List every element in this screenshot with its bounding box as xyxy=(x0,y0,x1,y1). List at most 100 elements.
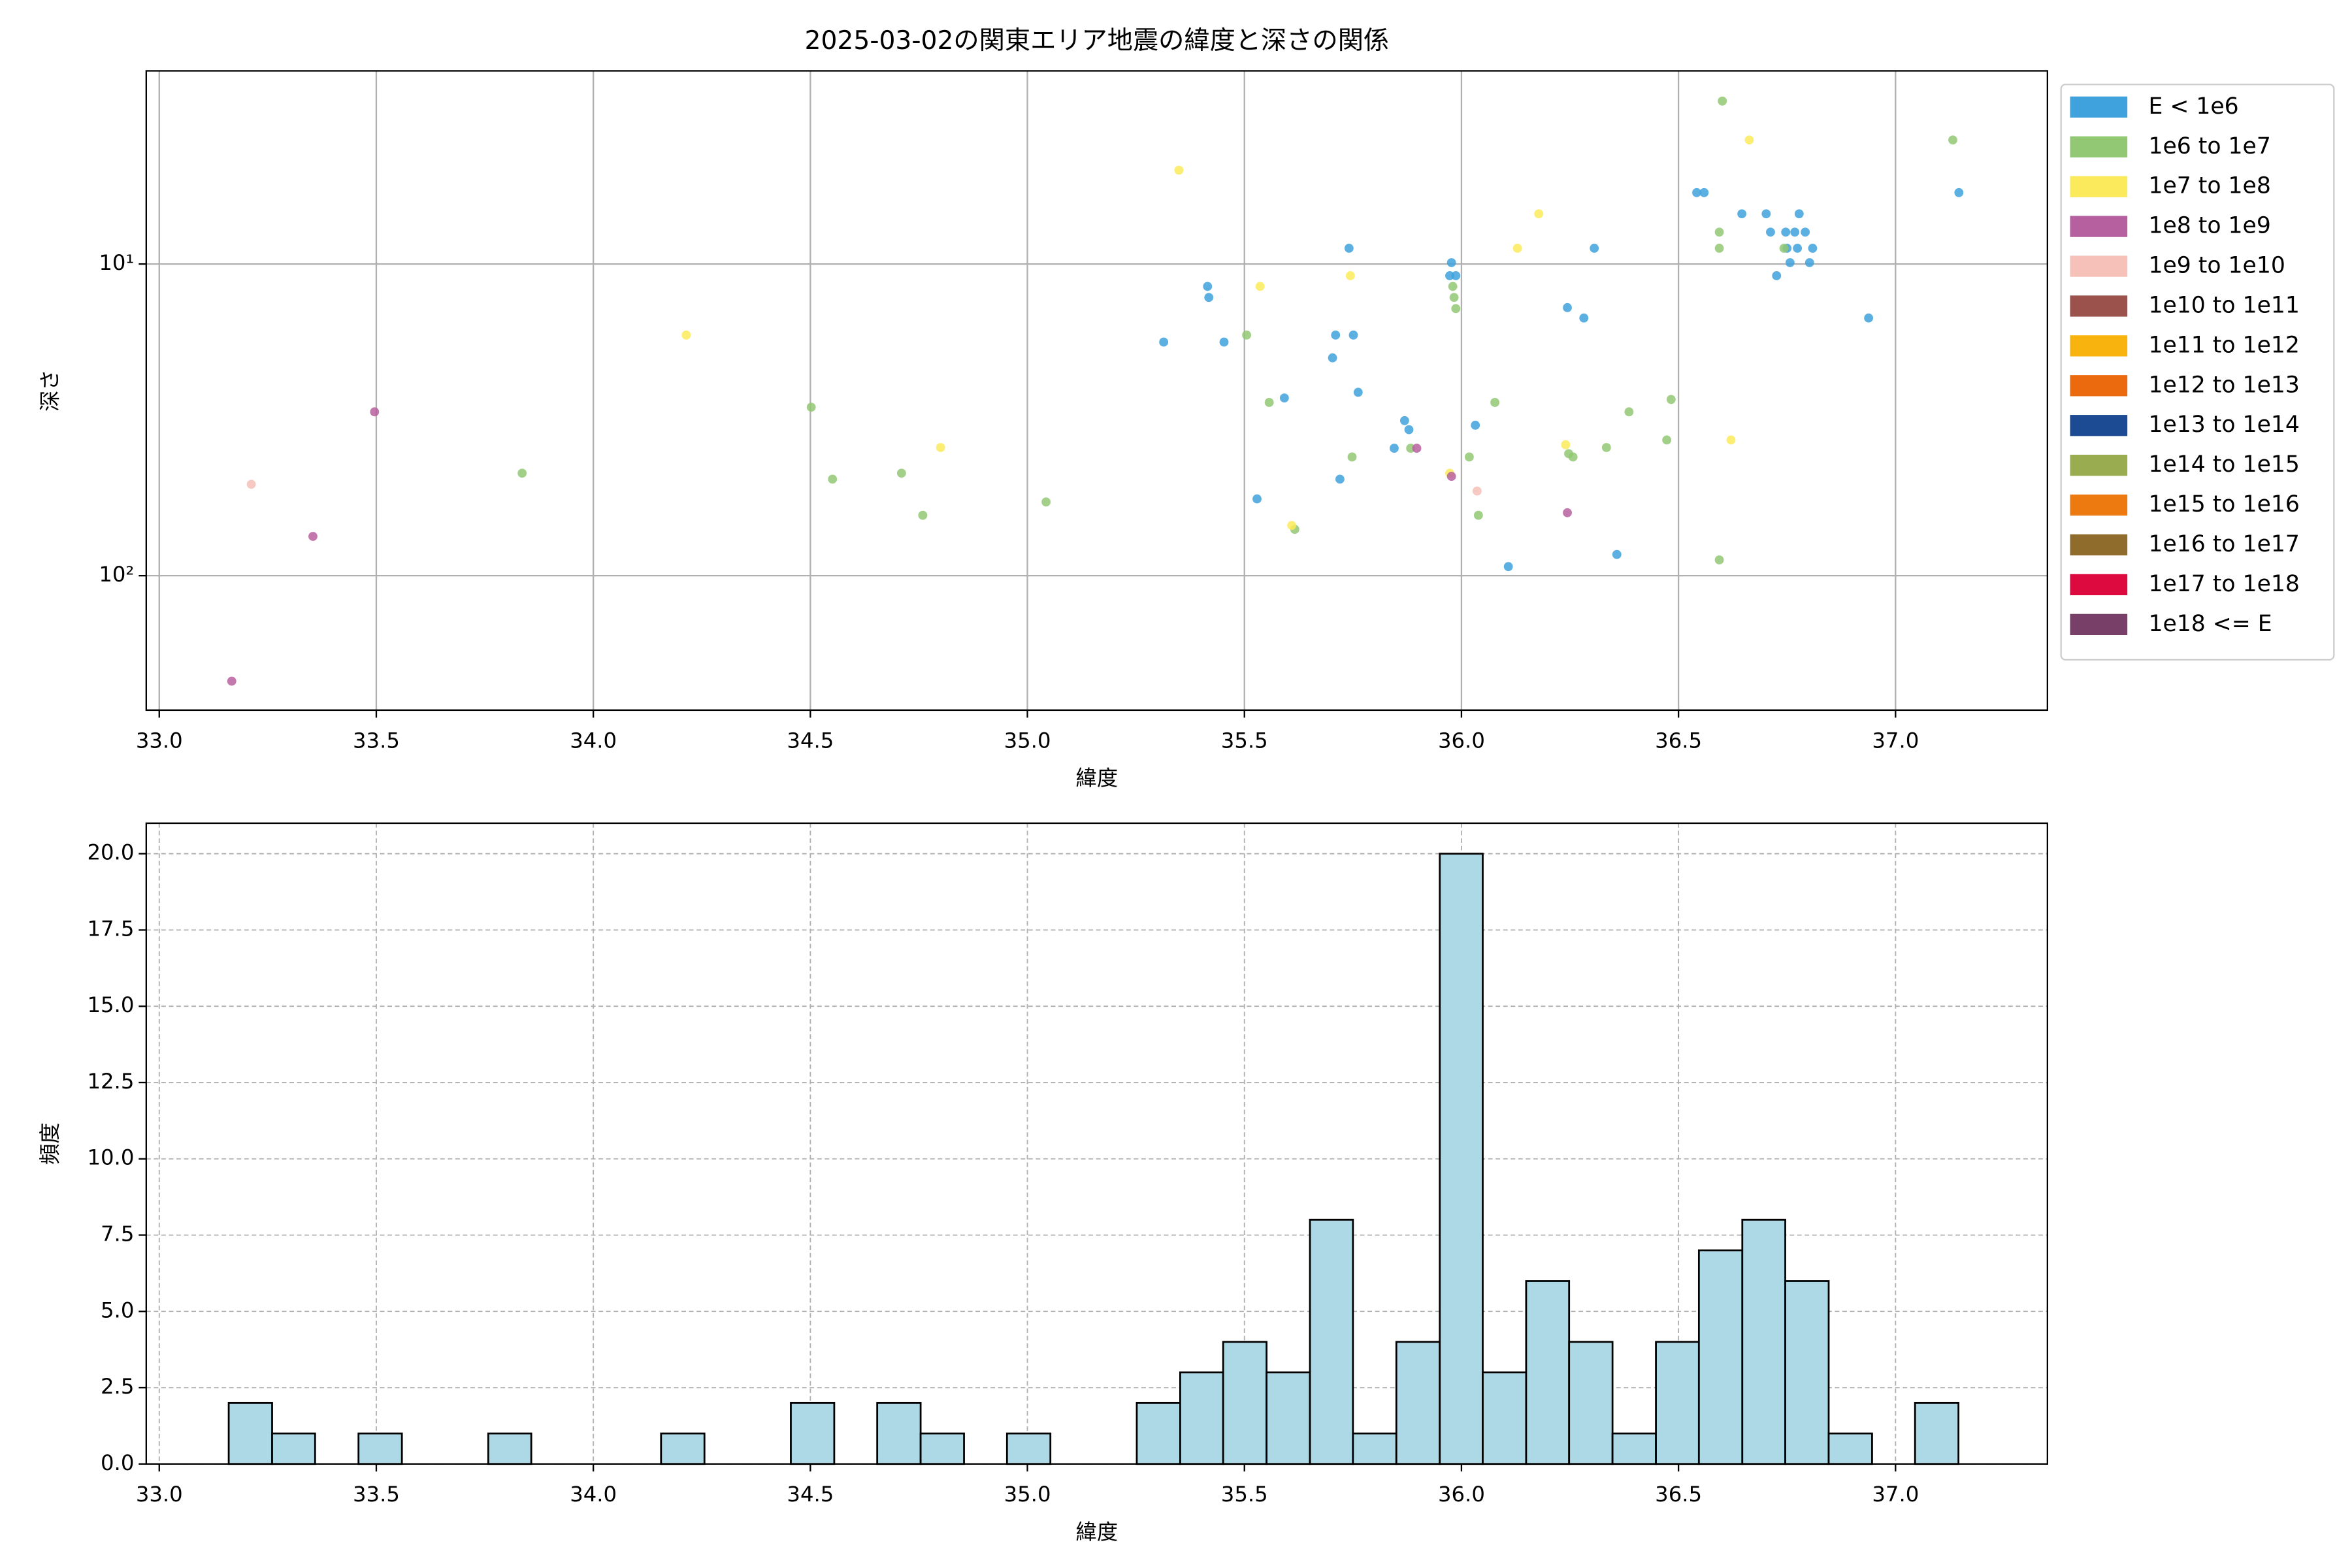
x-axis-label: 緯度 xyxy=(1076,1520,1119,1544)
data-point xyxy=(1279,393,1289,403)
data-point xyxy=(1662,435,1672,445)
data-point xyxy=(1287,521,1297,531)
histogram-bar xyxy=(1568,1341,1614,1465)
histogram-bar xyxy=(1222,1341,1268,1465)
data-point xyxy=(227,676,237,686)
data-point xyxy=(1590,244,1599,253)
data-point xyxy=(1448,282,1458,291)
legend-patch xyxy=(2070,176,2128,197)
data-point xyxy=(1761,209,1771,219)
data-point xyxy=(1714,244,1724,253)
histogram-bar xyxy=(876,1401,922,1465)
y-axis-label: 深さ xyxy=(37,369,62,412)
histogram-bar xyxy=(919,1432,965,1465)
plot-area: 33.0 33.5 34.0 34.5 35.0 35.5 36.0 36.5 37.0 0.0 2… xyxy=(87,823,2048,1507)
legend-patch xyxy=(2070,455,2128,476)
histogram-bar xyxy=(487,1432,532,1465)
data-point xyxy=(1264,398,1274,407)
data-point xyxy=(1624,407,1634,417)
histogram-bar xyxy=(1395,1341,1441,1465)
x-tick-label: 36.5 xyxy=(1655,728,1702,753)
histogram-bar xyxy=(1179,1371,1224,1465)
data-point xyxy=(1353,387,1363,397)
data-point xyxy=(1781,227,1791,237)
legend-patch xyxy=(2070,335,2128,357)
data-point xyxy=(1801,227,1810,237)
data-point xyxy=(370,407,380,417)
data-point xyxy=(1785,258,1795,267)
data-point xyxy=(1563,508,1572,517)
data-point xyxy=(1808,244,1818,253)
histogram-bar xyxy=(660,1432,706,1465)
legend-patch xyxy=(2070,375,2128,397)
data-point xyxy=(1390,444,1399,453)
y-tick-label: 5.0 xyxy=(101,1298,134,1322)
data-point xyxy=(1714,555,1724,564)
data-point xyxy=(1446,472,1456,482)
data-point xyxy=(1328,353,1337,363)
data-point xyxy=(1159,337,1169,347)
data-point xyxy=(1255,282,1265,291)
legend-label: 1e12 to 1e13 xyxy=(2148,372,2299,398)
legend-patch xyxy=(2070,534,2128,556)
y-tick-label: 12.5 xyxy=(87,1069,134,1094)
histogram-bar xyxy=(1741,1218,1786,1465)
y-tick-label: 7.5 xyxy=(101,1221,134,1246)
data-point xyxy=(1714,227,1724,237)
x-axis-label: 緯度 xyxy=(1076,766,1119,791)
data-point xyxy=(1579,313,1589,323)
data-point xyxy=(1699,188,1709,197)
data-point xyxy=(828,474,838,484)
data-point xyxy=(1490,398,1500,407)
legend-label: 1e10 to 1e11 xyxy=(2148,292,2299,318)
histogram-bar xyxy=(1439,853,1484,1465)
data-point xyxy=(1772,271,1782,280)
data-point xyxy=(1451,271,1461,280)
y-tick-label: 0.0 xyxy=(101,1450,134,1475)
legend-label: 1e14 to 1e15 xyxy=(2148,451,2299,478)
legend-patch xyxy=(2070,295,2128,317)
data-point xyxy=(1041,497,1051,507)
histogram-bar xyxy=(1655,1341,1700,1465)
x-tick-label: 34.5 xyxy=(787,728,834,753)
data-point xyxy=(1335,474,1345,484)
data-point xyxy=(1948,135,1957,145)
legend-patch xyxy=(2070,574,2128,596)
histogram-bar xyxy=(1309,1218,1354,1465)
x-tick-label: 36.0 xyxy=(1438,728,1485,753)
legend: E < 1e6 1e6 to 1e7 1e7 to 1e8 1e8 to 1e9 1e9… xyxy=(2060,84,2335,661)
data-point xyxy=(1451,304,1461,314)
data-point xyxy=(1399,416,1409,425)
axes-frame xyxy=(145,70,2048,711)
data-point xyxy=(308,532,318,541)
legend-label: 1e6 to 1e7 xyxy=(2148,133,2270,159)
legend-label: 1e9 to 1e10 xyxy=(2148,253,2285,279)
x-tick-label: 35.5 xyxy=(1221,728,1268,753)
data-point xyxy=(1568,452,1578,462)
legend-patch xyxy=(2070,216,2128,237)
data-point xyxy=(1794,209,1804,219)
data-point xyxy=(1612,549,1622,559)
data-point xyxy=(246,480,256,489)
x-tick-label: 37.0 xyxy=(1872,728,1919,753)
plot-area: 33.0 33.5 34.0 34.5 35.0 35.5 36.0 36.5 37.0 10¹ 1… xyxy=(99,71,2048,753)
legend-patch xyxy=(2070,494,2128,516)
data-point xyxy=(1737,209,1747,219)
legend-label: 1e15 to 1e16 xyxy=(2148,491,2299,517)
data-point xyxy=(1692,188,1701,197)
x-tick-label: 37.0 xyxy=(1872,1482,1919,1507)
histogram-bar xyxy=(1266,1371,1311,1465)
data-point xyxy=(1726,435,1736,445)
data-point xyxy=(1805,258,1814,267)
data-point xyxy=(1779,244,1789,253)
histogram-bar xyxy=(1482,1371,1527,1465)
x-tick-label: 35.5 xyxy=(1221,1482,1268,1507)
y-tick-label: 10² xyxy=(99,562,134,587)
data-point xyxy=(1503,562,1513,572)
data-point xyxy=(1404,425,1414,434)
data-point xyxy=(517,468,527,478)
chart-title: 2025-03-02の関東エリア地震の緯度と深さの関係 xyxy=(805,26,1390,56)
legend-label: 1e11 to 1e12 xyxy=(2148,332,2299,358)
